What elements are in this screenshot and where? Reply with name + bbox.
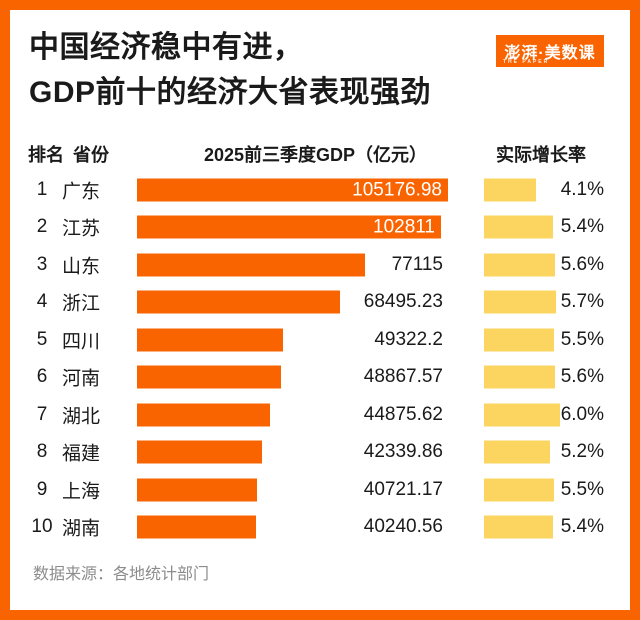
growth-bar — [484, 178, 536, 202]
title-line-1: 中国经济稳中有进， — [29, 31, 304, 64]
growth-value-label: 5.6% — [560, 253, 604, 275]
growth-value-label: 4.1% — [560, 178, 604, 200]
gdp-bar — [137, 290, 340, 314]
title-line-2: GDP前十的经济大省表现强劲 — [29, 76, 432, 109]
growth-value-label: 5.5% — [560, 328, 604, 350]
province-label: 上海 — [62, 481, 101, 503]
gdp-bar — [137, 365, 281, 389]
column-header-province: 省份 — [73, 145, 109, 165]
growth-bar — [484, 365, 555, 389]
table-rows: 1 广东 105176.98 4.1% 2 江苏 102811 5.4% 3 山… — [10, 171, 630, 546]
gdp-value-label: 44875.62 — [363, 403, 443, 425]
rank-cell: 8 — [36, 441, 48, 463]
growth-bar — [484, 215, 553, 239]
growth-value-label: 5.4% — [560, 216, 604, 238]
gdp-value-label: 42339.86 — [363, 441, 443, 463]
growth-value-label: 5.5% — [560, 478, 604, 500]
table-row: 6 河南 48867.57 5.6% — [10, 359, 630, 397]
rank-cell: 10 — [31, 516, 53, 538]
province-label: 浙江 — [62, 293, 101, 315]
table-row: 3 山东 77115 5.6% — [10, 246, 630, 284]
table-row: 5 四川 49322.2 5.5% — [10, 321, 630, 359]
publisher-logo-text: 澎湃·美数课 — [504, 45, 596, 62]
gdp-bar — [137, 515, 256, 539]
gdp-bar — [137, 328, 283, 352]
growth-bar — [484, 403, 560, 427]
gdp-value-label: 40721.17 — [363, 478, 443, 500]
table-row: 8 福建 42339.86 5.2% — [10, 434, 630, 472]
rank-cell: 3 — [36, 253, 48, 275]
data-source-note: 数据来源：各地统计部门 — [33, 566, 210, 583]
growth-bar — [484, 328, 554, 352]
rank-cell: 2 — [36, 216, 48, 238]
publisher-logo: 澎湃·美数课 THE PAPER — [496, 35, 604, 67]
gdp-value-label: 105176.98 — [352, 179, 442, 201]
province-label: 湖北 — [62, 406, 101, 428]
growth-bar — [484, 440, 550, 464]
rank-cell: 7 — [36, 403, 48, 425]
page-title: 中国经济稳中有进， GDP前十的经济大省表现强劲 — [29, 25, 431, 115]
growth-value-label: 5.2% — [560, 441, 604, 463]
growth-bar — [484, 290, 556, 314]
publisher-logo-subtext: THE PAPER — [503, 59, 550, 65]
rank-cell: 6 — [36, 366, 48, 388]
column-header-growth: 实际增长率 — [496, 145, 586, 165]
gdp-bar — [137, 478, 257, 502]
table-row: 4 浙江 68495.23 5.7% — [10, 284, 630, 322]
gdp-value-label: 49322.2 — [374, 328, 443, 350]
content-area: 中国经济稳中有进， GDP前十的经济大省表现强劲 澎湃·美数课 THE PAPE… — [10, 10, 630, 610]
rank-cell: 9 — [36, 478, 48, 500]
growth-value-label: 5.7% — [560, 291, 604, 313]
province-label: 福建 — [62, 443, 101, 465]
gdp-value-label: 48867.57 — [363, 366, 443, 388]
growth-bar — [484, 515, 553, 539]
growth-value-label: 5.6% — [560, 366, 604, 388]
gdp-value-label: 40240.56 — [363, 516, 443, 538]
growth-value-label: 6.0% — [560, 403, 604, 425]
province-label: 江苏 — [62, 218, 101, 240]
gdp-bar — [137, 440, 262, 464]
growth-bar — [484, 478, 554, 502]
column-header-gdp: 2025前三季度GDP（亿元） — [203, 145, 428, 165]
table-row: 10 湖南 40240.56 5.4% — [10, 509, 630, 547]
growth-value-label: 5.4% — [560, 516, 604, 538]
gdp-bar — [137, 403, 270, 427]
gdp-bar: 105176.98 — [137, 178, 448, 202]
rank-cell: 4 — [36, 291, 48, 313]
province-label: 四川 — [62, 331, 101, 353]
rank-cell: 1 — [36, 178, 48, 200]
table-row: 9 上海 40721.17 5.5% — [10, 471, 630, 509]
table-row: 2 江苏 102811 5.4% — [10, 209, 630, 247]
gdp-value-label: 102811 — [373, 216, 435, 238]
gdp-value-label: 77115 — [391, 253, 443, 275]
province-label: 广东 — [62, 181, 101, 203]
column-header-rank: 排名 — [28, 145, 64, 165]
province-label: 河南 — [62, 368, 101, 390]
table-row: 1 广东 105176.98 4.1% — [10, 171, 630, 209]
growth-bar — [484, 253, 555, 277]
gdp-bar — [137, 253, 365, 277]
table-row: 7 湖北 44875.62 6.0% — [10, 396, 630, 434]
gdp-value-label: 68495.23 — [363, 291, 443, 313]
province-label: 湖南 — [62, 518, 101, 540]
province-label: 山东 — [62, 256, 101, 278]
rank-cell: 5 — [36, 328, 48, 350]
gdp-bar: 102811 — [137, 215, 441, 239]
